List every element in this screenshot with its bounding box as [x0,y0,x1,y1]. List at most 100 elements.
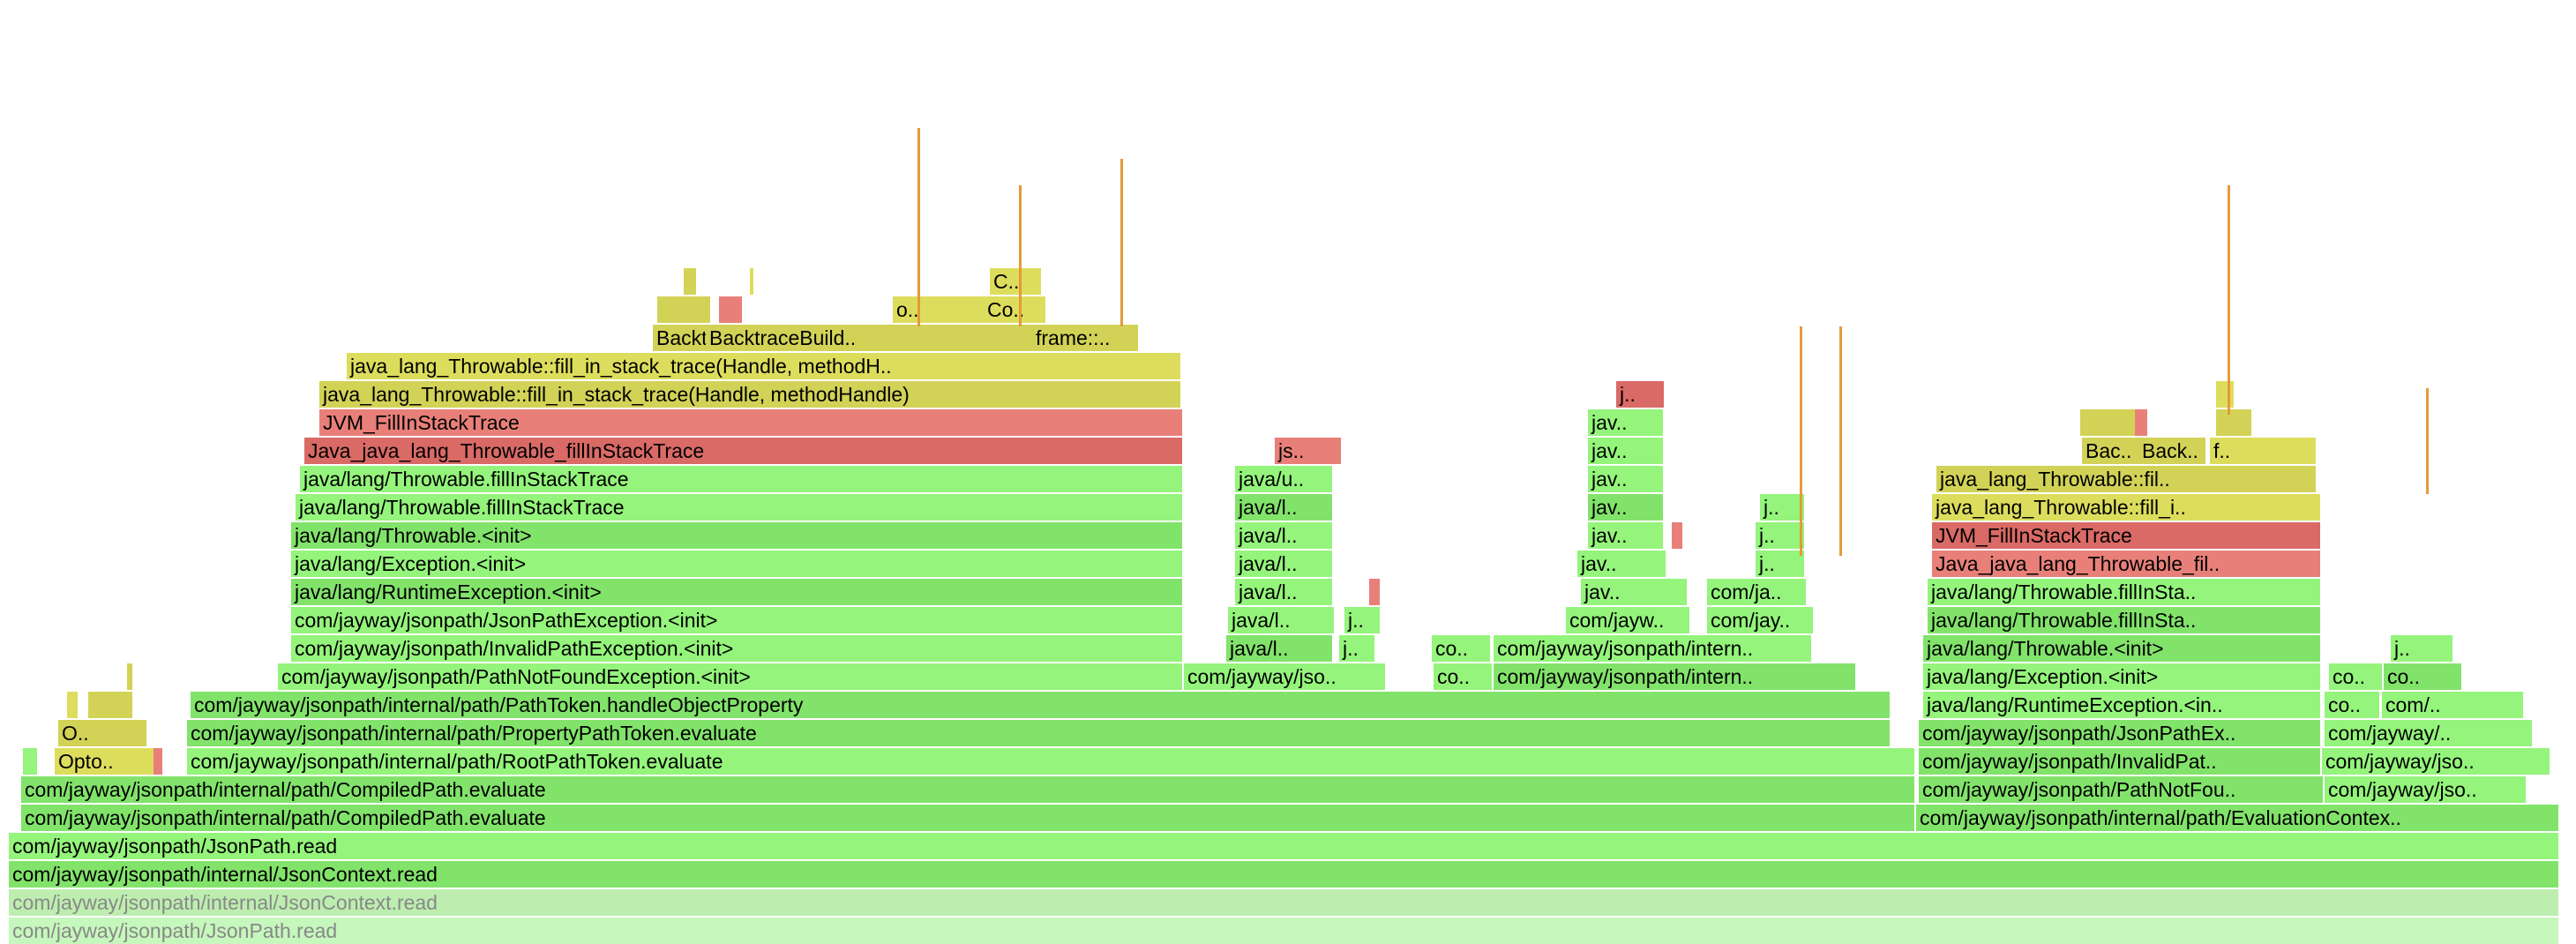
stack-frame-sliver[interactable] [719,296,742,323]
stack-frame[interactable]: java/lang/Throwable.<init> [291,522,1182,549]
stack-frame[interactable]: java/lang/Throwable.fillInStackTrace [300,466,1182,492]
stack-frame-sliver[interactable] [2216,381,2234,408]
stack-frame[interactable]: jav.. [1581,579,1687,605]
stack-frame[interactable]: j.. [1756,551,1804,577]
stack-frame[interactable]: com/ja.. [1707,579,1806,605]
stack-frame[interactable]: O.. [58,720,146,746]
stack-frame[interactable]: com/jay.. [1707,607,1813,633]
stack-frame[interactable]: java/lang/Throwable.fillInStackTrace [296,494,1182,521]
stack-frame[interactable]: j.. [1339,635,1374,662]
stack-frame[interactable]: java/lang/Throwable.fillInSta.. [1928,579,2320,605]
stack-frame[interactable]: com/jayway/jsonpath/intern.. [1494,663,1855,690]
stack-frame[interactable]: com/jayway/jsonpath/JsonPath.read [9,833,2558,859]
thin-stack-frame[interactable] [2426,388,2429,494]
stack-frame-sliver[interactable] [935,325,1032,351]
stack-frame[interactable]: co.. [2384,663,2461,690]
stack-frame[interactable]: JVM_FillInStackTrace [319,409,1182,436]
stack-frame[interactable]: j.. [1344,607,1380,633]
stack-frame[interactable]: java_lang_Throwable::fill_in_stack_trace… [319,381,1180,408]
stack-frame[interactable]: f.. [2210,438,2316,464]
stack-frame[interactable]: Co.. [984,296,1045,323]
stack-frame[interactable]: com/jayway/jso.. [1184,663,1385,690]
stack-frame-sliver[interactable] [750,268,753,295]
stack-frame-sliver[interactable] [67,692,78,718]
stack-frame-sliver[interactable] [684,268,696,295]
thin-stack-frame[interactable] [1120,159,1123,326]
thin-stack-frame[interactable] [1839,326,1842,556]
stack-frame[interactable]: com/jayway/jsonpath/internal/path/PathTo… [191,692,1890,718]
stack-frame[interactable]: Java_java_lang_Throwable_fil.. [1932,551,2320,577]
stack-frame-sliver[interactable] [2216,409,2251,436]
stack-frame-sliver[interactable] [23,748,37,775]
stack-frame[interactable]: jav.. [1588,522,1663,549]
stack-frame[interactable]: com/jayway/jsonpath/internal/path/RootPa… [187,748,1914,775]
stack-frame[interactable]: com/jayway/.. [2325,720,2532,746]
stack-frame[interactable]: java/lang/RuntimeException.<in.. [1923,692,2320,718]
stack-frame[interactable]: java/l.. [1226,635,1332,662]
stack-frame-sliver[interactable] [154,748,162,775]
stack-frame[interactable]: jav.. [1588,494,1663,521]
thin-stack-frame[interactable] [2228,185,2230,415]
stack-frame[interactable]: java/l.. [1235,522,1332,549]
thin-stack-frame[interactable] [917,128,920,326]
stack-frame[interactable]: com/jayway/jsonpath/internal/path/Compil… [21,776,1914,803]
stack-frame[interactable]: com/jayway/jsonpath/PathNotFoundExceptio… [278,663,1182,690]
stack-frame[interactable]: java/lang/Exception.<init> [291,551,1182,577]
stack-frame[interactable]: co.. [2329,663,2382,690]
stack-frame[interactable]: java/lang/Throwable.fillInSta.. [1928,607,2320,633]
stack-frame[interactable]: com/jayway/jsonpath/JsonPath.read [9,918,2558,944]
stack-frame[interactable]: java/u.. [1235,466,1332,492]
stack-frame-sliver[interactable] [657,296,710,323]
stack-frame[interactable]: j.. [1760,494,1804,521]
stack-frame[interactable]: j.. [1756,522,1804,549]
stack-frame[interactable]: Opto.. [55,748,154,775]
stack-frame[interactable]: java_lang_Throwable::fill_in_stack_trace… [347,353,1180,379]
stack-frame[interactable]: com/jayway/jsonpath/intern.. [1494,635,1811,662]
stack-frame[interactable]: Java_java_lang_Throwable_fillInStackTrac… [304,438,1182,464]
stack-frame[interactable]: com/jayway/jsonpath/InvalidPathException… [291,635,1182,662]
stack-frame[interactable]: C.. [990,268,1041,295]
thin-stack-frame[interactable] [1019,185,1022,326]
stack-frame[interactable]: java/lang/Exception.<init> [1923,663,2320,690]
stack-frame[interactable]: java_lang_Throwable::fill_i.. [1932,494,2320,521]
stack-frame[interactable]: o.. [893,296,984,323]
stack-frame[interactable]: com/jayway/jsonpath/JsonPathEx.. [1919,720,2320,746]
stack-frame[interactable]: com/jayway/jso.. [2322,748,2550,775]
stack-frame[interactable]: com/jayway/jsonpath/internal/JsonContext… [9,889,2558,916]
thin-stack-frame[interactable] [1800,326,1802,556]
stack-frame[interactable]: jav.. [1577,551,1666,577]
stack-frame[interactable]: java/lang/Throwable.<init> [1923,635,2320,662]
stack-frame-sliver[interactable] [2135,409,2147,436]
stack-frame[interactable]: jav.. [1588,438,1663,464]
stack-frame[interactable]: jav.. [1588,409,1663,436]
stack-frame[interactable]: com/.. [2382,692,2523,718]
stack-frame[interactable]: co.. [1434,663,1492,690]
stack-frame[interactable]: jav.. [1588,466,1663,492]
stack-frame[interactable]: BacktraceBuild.. [706,325,935,351]
stack-frame[interactable]: Backtr.. [653,325,706,351]
stack-frame[interactable]: Bac.. [2082,438,2138,464]
stack-frame-sliver[interactable] [2080,409,2137,436]
stack-frame-sliver[interactable] [1369,579,1380,605]
stack-frame[interactable]: com/jayway/jso.. [2325,776,2526,803]
stack-frame[interactable]: co.. [2325,692,2379,718]
stack-frame[interactable]: js.. [1275,438,1341,464]
stack-frame[interactable]: com/jayway/jsonpath/internal/path/Proper… [187,720,1890,746]
stack-frame[interactable]: com/jayway/jsonpath/InvalidPat.. [1919,748,2320,775]
stack-frame[interactable]: java/l.. [1235,494,1332,521]
stack-frame[interactable]: com/jayway/jsonpath/internal/JsonContext… [9,861,2558,888]
stack-frame[interactable]: co.. [1432,635,1490,662]
stack-frame[interactable]: j.. [1616,381,1664,408]
stack-frame[interactable]: Back.. [2138,438,2205,464]
stack-frame[interactable]: j.. [2391,635,2452,662]
stack-frame[interactable]: java/l.. [1235,551,1332,577]
stack-frame[interactable]: com/jayway/jsonpath/internal/path/Evalua… [1916,805,2558,831]
stack-frame-sliver[interactable] [127,663,132,690]
stack-frame[interactable]: JVM_FillInStackTrace [1932,522,2320,549]
stack-frame[interactable]: com/jayway/jsonpath/internal/path/Compil… [21,805,1914,831]
stack-frame[interactable]: com/jayway/jsonpath/JsonPathException.<i… [291,607,1182,633]
stack-frame-sliver[interactable] [1672,522,1682,549]
stack-frame[interactable]: java_lang_Throwable::fil.. [1936,466,2316,492]
stack-frame[interactable]: com/jayw.. [1566,607,1689,633]
stack-frame[interactable]: java/l.. [1235,579,1332,605]
